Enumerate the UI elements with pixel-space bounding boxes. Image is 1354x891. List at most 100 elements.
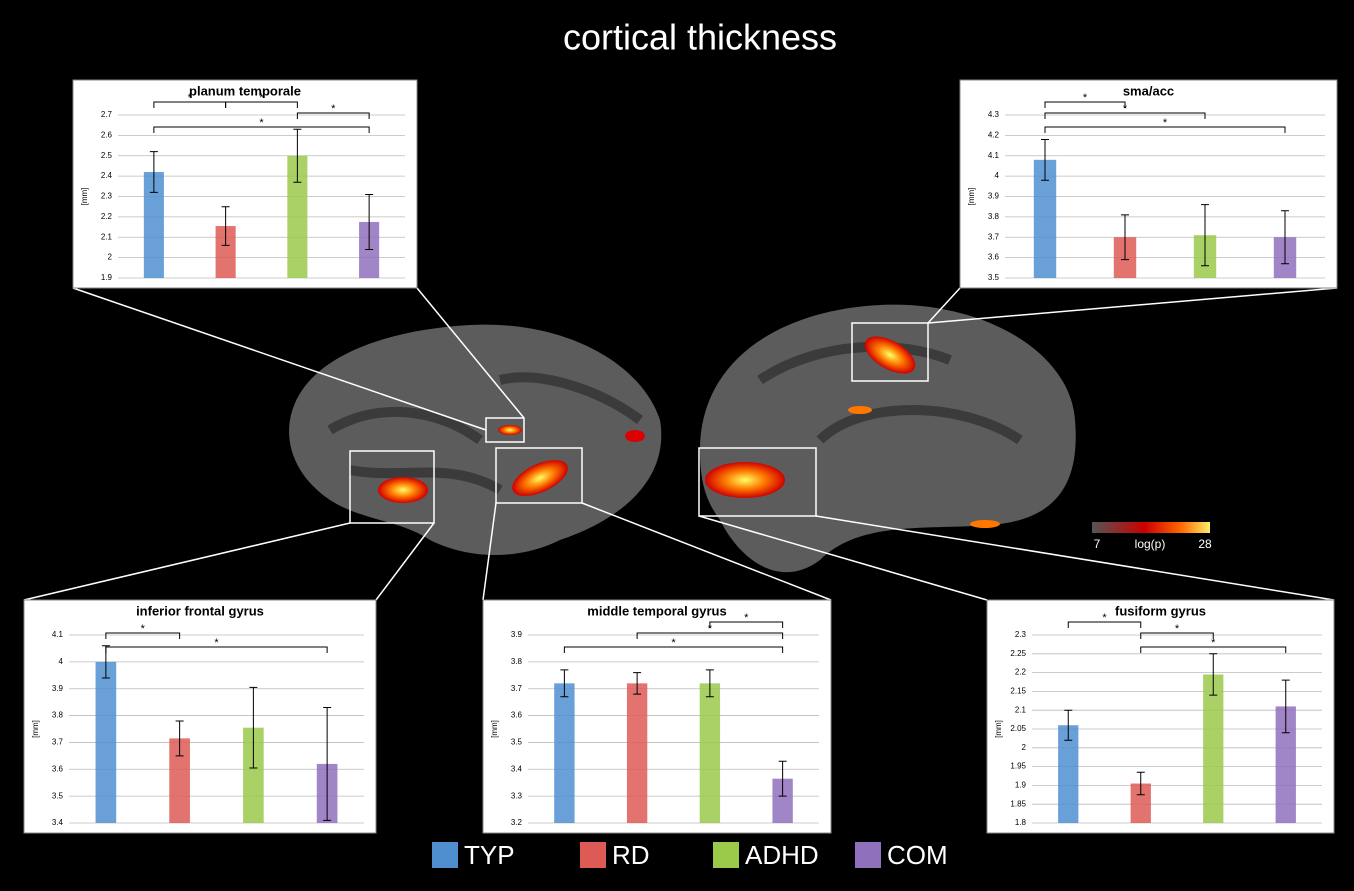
y-tick-label: 1.9 bbox=[101, 273, 113, 282]
significance-label: * bbox=[214, 637, 219, 649]
significance-label: * bbox=[259, 92, 264, 104]
error-bar bbox=[175, 720, 184, 757]
chart-panel: planum temporale [mm] 1.9 2 2.1 2.2 2.3 2.4 2.5 2… bbox=[72, 79, 418, 289]
colorbar bbox=[1092, 522, 1210, 533]
y-tick-label: 2.7 bbox=[101, 110, 113, 119]
y-tick-label: 3.7 bbox=[52, 738, 64, 747]
significance-label: * bbox=[1211, 637, 1216, 649]
significance-label: * bbox=[1102, 612, 1107, 624]
significance-label: * bbox=[744, 612, 749, 624]
bar bbox=[1058, 725, 1079, 823]
significance-bracket bbox=[1044, 101, 1126, 108]
y-tick-label: 2.3 bbox=[1015, 630, 1027, 639]
error-bar bbox=[249, 686, 258, 769]
bar bbox=[1275, 706, 1296, 823]
bar bbox=[1203, 674, 1224, 823]
significance-bracket bbox=[296, 112, 370, 119]
error-bar bbox=[1209, 653, 1218, 696]
y-tick-label: 4 bbox=[59, 657, 64, 666]
y-tick-label: 4.3 bbox=[988, 110, 1000, 119]
chart-panel: sma/acc [mm] 3.5 3.6 3.7 3.8 3.9 4 4.1 4.2 4.3 * * * bbox=[959, 79, 1338, 289]
y-tick-label: 4.1 bbox=[52, 630, 64, 639]
y-tick-label: 2.2 bbox=[101, 212, 113, 221]
y-tick-label: 3.2 bbox=[511, 818, 523, 827]
y-tick-label: 1.95 bbox=[1010, 762, 1026, 771]
chart-title: inferior frontal gyrus bbox=[136, 603, 264, 618]
y-tick-label: 4 bbox=[995, 171, 1000, 180]
y-tick-label: 2.05 bbox=[1010, 724, 1026, 733]
bar bbox=[287, 155, 308, 278]
significance-bracket bbox=[709, 621, 784, 628]
error-bar bbox=[705, 669, 714, 698]
y-tick-label: 2 bbox=[108, 253, 113, 262]
zoom-boxes bbox=[23, 287, 1338, 601]
y-axis-label: [mm] bbox=[80, 188, 89, 206]
bar bbox=[1130, 783, 1151, 823]
significance-label: * bbox=[671, 637, 676, 649]
legend-swatch bbox=[713, 842, 739, 868]
figure-title: cortical thickness bbox=[563, 17, 837, 58]
significance-bracket bbox=[105, 632, 181, 639]
colorbar-tick-label: 7 bbox=[1094, 537, 1101, 551]
bar bbox=[359, 221, 380, 278]
bar bbox=[215, 226, 236, 278]
significance-bracket bbox=[636, 632, 784, 639]
colorbar-label: log(p) bbox=[1135, 537, 1166, 551]
y-axis-label: [mm] bbox=[967, 188, 976, 206]
legend-swatch bbox=[855, 842, 881, 868]
y-tick-label: 1.9 bbox=[1015, 781, 1027, 790]
y-tick-label: 4.1 bbox=[988, 151, 1000, 160]
y-tick-label: 3.5 bbox=[511, 738, 523, 747]
significance-label: * bbox=[708, 623, 713, 635]
error-bar bbox=[560, 669, 569, 698]
y-tick-label: 3.8 bbox=[52, 711, 64, 720]
chart-title: sma/acc bbox=[1123, 83, 1174, 98]
error-bar bbox=[221, 206, 230, 246]
error-bar bbox=[365, 193, 374, 250]
bar bbox=[243, 727, 264, 823]
error-bar bbox=[633, 672, 642, 695]
y-tick-label: 2.25 bbox=[1010, 649, 1026, 658]
y-tick-label: 3.3 bbox=[511, 791, 523, 800]
bar bbox=[554, 683, 575, 823]
significance-label: * bbox=[259, 117, 264, 129]
y-axis-label: [mm] bbox=[490, 720, 499, 738]
error-bar bbox=[1281, 210, 1289, 265]
significance-bracket bbox=[225, 101, 298, 108]
brain-left bbox=[289, 324, 662, 555]
bar bbox=[169, 738, 190, 823]
bar bbox=[699, 683, 721, 823]
chart-title: planum temporale bbox=[189, 83, 301, 98]
y-tick-label: 3.6 bbox=[52, 764, 64, 773]
y-tick-label: 3.4 bbox=[52, 818, 64, 827]
y-tick-label: 2.4 bbox=[101, 171, 113, 180]
significance-label: * bbox=[1175, 623, 1180, 635]
y-axis-label: [mm] bbox=[31, 720, 40, 738]
y-tick-label: 3.5 bbox=[988, 273, 1000, 282]
bar bbox=[1033, 159, 1057, 278]
y-tick-label: 3.6 bbox=[988, 253, 1000, 262]
legend-label: ADHD bbox=[745, 840, 819, 870]
y-tick-label: 3.4 bbox=[511, 764, 523, 773]
significance-bracket bbox=[153, 126, 370, 133]
legend-swatch bbox=[432, 842, 458, 868]
y-tick-label: 2.3 bbox=[101, 192, 113, 201]
legend-label: TYP bbox=[464, 840, 515, 870]
y-tick-label: 3.8 bbox=[988, 212, 1000, 221]
y-tick-label: 2 bbox=[1022, 743, 1027, 752]
error-bar bbox=[1201, 204, 1209, 267]
bar bbox=[626, 683, 648, 823]
y-tick-label: 2.5 bbox=[101, 151, 113, 160]
y-tick-label: 3.7 bbox=[511, 684, 523, 693]
y-tick-label: 4.2 bbox=[988, 130, 1000, 139]
brain-right bbox=[700, 304, 1076, 573]
significance-bracket bbox=[1140, 632, 1214, 639]
y-axis-label: [mm] bbox=[994, 720, 1003, 738]
chart-panel: inferior frontal gyrus [mm] 3.4 3.5 3.6 3.7 3.… bbox=[23, 599, 377, 834]
y-tick-label: 2.1 bbox=[101, 232, 113, 241]
significance-label: * bbox=[1163, 117, 1168, 129]
significance-bracket bbox=[563, 646, 784, 653]
significance-bracket bbox=[1140, 646, 1287, 653]
legend-label: RD bbox=[612, 840, 650, 870]
